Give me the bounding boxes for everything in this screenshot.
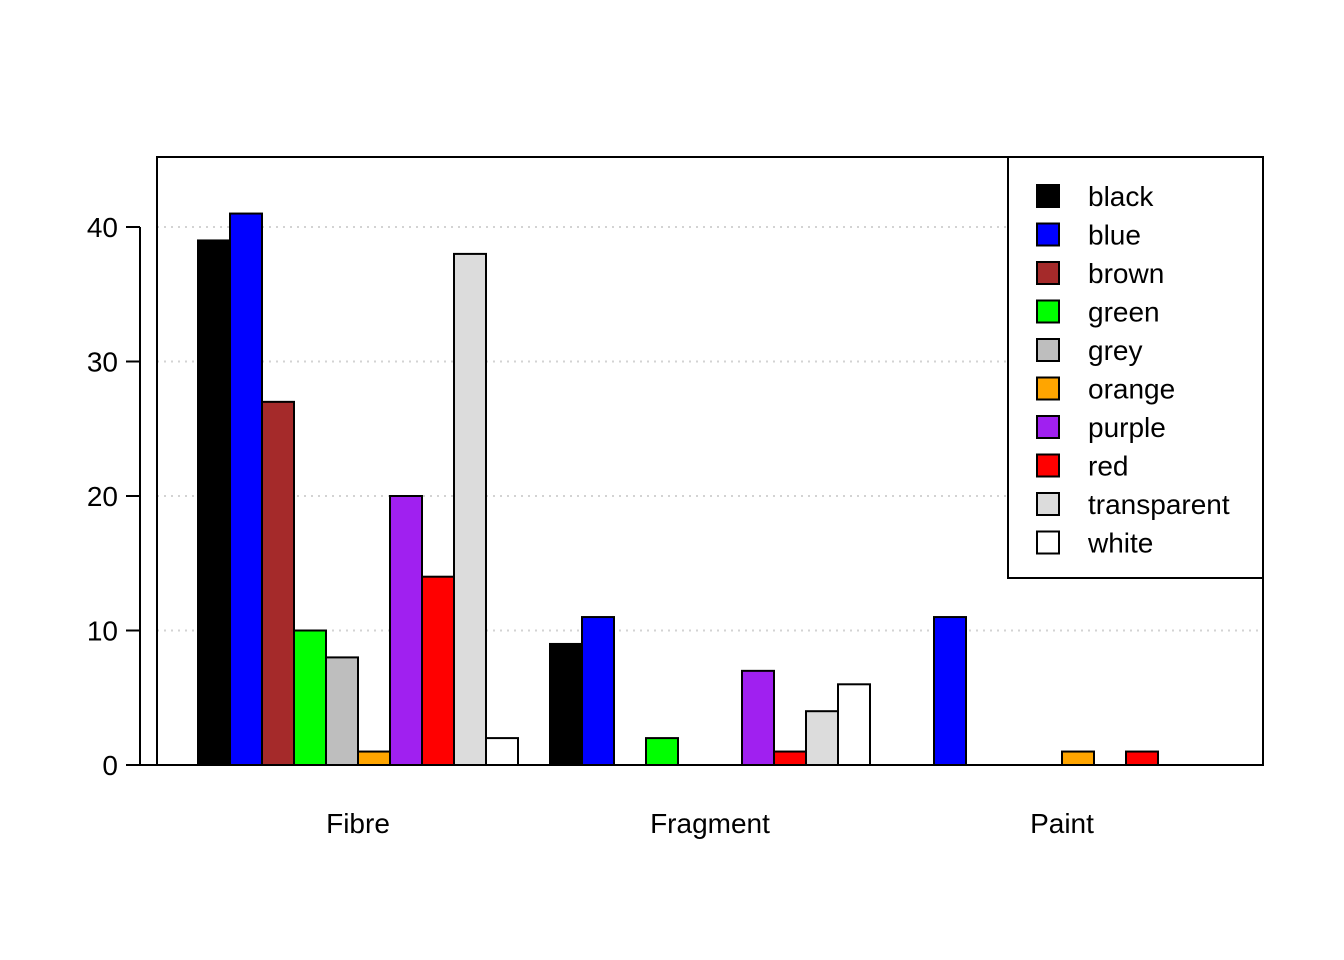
- legend-swatch-brown: [1036, 261, 1060, 285]
- bar-fragment-green: [645, 737, 679, 766]
- legend-label: blue: [1088, 220, 1141, 251]
- bar-fragment-white: [837, 683, 871, 766]
- legend-label: brown: [1088, 258, 1164, 289]
- x-axis-labels: Fibre Fragment Paint: [326, 808, 1094, 839]
- x-category-label: Fragment: [650, 808, 770, 839]
- legend-label: white: [1087, 528, 1153, 559]
- bar-fibre-orange: [357, 750, 391, 766]
- bar-fibre-blue: [229, 212, 263, 767]
- legend-label: purple: [1088, 412, 1166, 443]
- y-axis: 0 10 20 30 40: [87, 212, 141, 781]
- bar-fragment-transparent: [805, 710, 839, 767]
- legend-swatch-black: [1036, 184, 1060, 208]
- bar-paint-orange: [1061, 750, 1095, 766]
- legend-swatch-white: [1036, 530, 1060, 555]
- legend-label: transparent: [1088, 489, 1230, 520]
- legend-swatch-grey: [1036, 338, 1060, 362]
- x-category-label: Fibre: [326, 808, 390, 839]
- legend-swatch-orange: [1036, 376, 1060, 401]
- bar-fibre-grey: [325, 656, 359, 767]
- y-tick-label: 0: [102, 750, 118, 781]
- legend-swatch-transparent: [1036, 492, 1060, 516]
- y-tick-label: 20: [87, 481, 118, 512]
- legend-label: black: [1088, 181, 1154, 212]
- legend-swatch-red: [1036, 453, 1060, 478]
- legend-label: orange: [1088, 374, 1175, 405]
- legend-swatch-blue: [1036, 222, 1060, 247]
- legend: black blue brown green grey orange purple red tr…: [1007, 156, 1264, 579]
- legend-label: red: [1088, 451, 1128, 482]
- bar-fragment-red: [773, 750, 807, 766]
- y-tick-label: 30: [87, 347, 118, 378]
- bar-fragment-purple: [741, 669, 775, 766]
- bar-paint-red: [1125, 750, 1159, 766]
- bar-fragment-black: [549, 642, 583, 767]
- gridlines: [157, 226, 1263, 632]
- bar-fibre-brown: [261, 400, 295, 766]
- y-tick-label: 10: [87, 616, 118, 647]
- legend-swatch-green: [1036, 299, 1060, 324]
- bar-fibre-red: [421, 575, 455, 767]
- legend-swatch-purple: [1036, 415, 1060, 439]
- bar-fibre-white: [485, 737, 519, 766]
- legend-label: green: [1088, 297, 1160, 328]
- y-tick-label: 40: [87, 212, 118, 243]
- bar-paint-blue: [933, 616, 967, 766]
- bar-fragment-blue: [581, 616, 615, 766]
- bar-fibre-green: [293, 629, 327, 766]
- bar-fibre-black: [197, 239, 231, 766]
- bar-fibre-purple: [389, 495, 423, 766]
- legend-label: grey: [1088, 335, 1142, 366]
- bar-fibre-transparent: [453, 252, 487, 766]
- x-category-label: Paint: [1030, 808, 1094, 839]
